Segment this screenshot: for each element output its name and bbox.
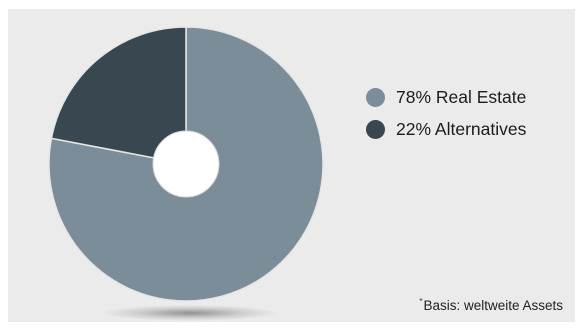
donut-hole: [152, 130, 220, 198]
donut-chart: [48, 26, 324, 321]
legend-item-real-estate: 78% Real Estate: [366, 83, 526, 111]
slice-alternatives: [50, 26, 187, 165]
legend-label-real-estate: 78% Real Estate: [396, 86, 527, 107]
chart-legend: 78% Real Estate 22% Alternatives: [366, 83, 526, 147]
legend-swatch-real-estate: [366, 87, 385, 107]
legend-label-alternatives: 22% Alternatives: [396, 118, 527, 139]
footnote: *Basis: weltweite Assets: [419, 297, 563, 313]
chart-shadow: [102, 305, 278, 321]
footnote-text: Basis: weltweite Assets: [423, 298, 563, 313]
legend-swatch-alternatives: [366, 119, 385, 139]
chart-panel: 78% Real Estate 22% Alternatives *Basis:…: [8, 9, 575, 322]
legend-item-alternatives: 22% Alternatives: [366, 115, 526, 143]
footnote-marker: *: [419, 297, 423, 306]
